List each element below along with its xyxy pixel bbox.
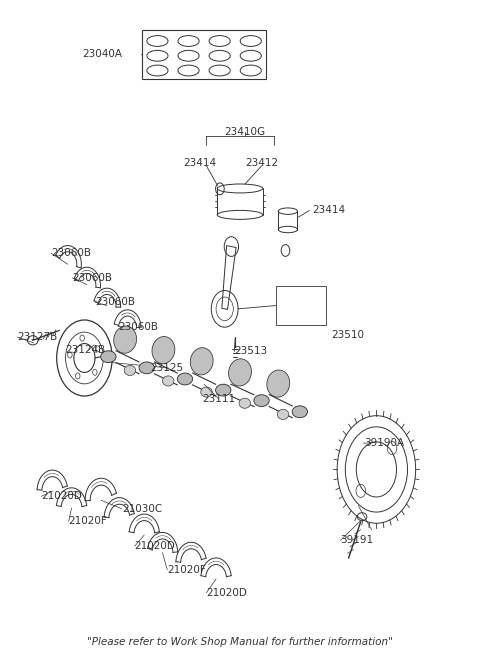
Ellipse shape [114, 326, 137, 353]
Text: 23060B: 23060B [96, 297, 135, 307]
Text: 23412: 23412 [245, 158, 278, 168]
Text: 23124B: 23124B [65, 345, 106, 355]
Ellipse shape [139, 362, 155, 374]
Text: 21030C: 21030C [122, 504, 162, 514]
Ellipse shape [254, 395, 269, 407]
Text: 23111: 23111 [202, 394, 235, 403]
Bar [276, 286, 326, 325]
Text: 23410G: 23410G [224, 127, 265, 137]
Text: 23060B: 23060B [51, 248, 91, 258]
Text: 23513: 23513 [234, 346, 267, 357]
Text: 21020D: 21020D [135, 541, 176, 551]
Text: 23510: 23510 [331, 330, 364, 340]
Ellipse shape [124, 365, 136, 376]
Ellipse shape [277, 409, 289, 419]
Text: 23060B: 23060B [118, 321, 158, 332]
Ellipse shape [228, 359, 252, 386]
Text: 23127B: 23127B [17, 332, 58, 342]
Ellipse shape [101, 351, 116, 363]
Bar [142, 30, 266, 79]
Text: 39190A: 39190A [364, 438, 405, 448]
Text: 23414: 23414 [312, 206, 345, 215]
Ellipse shape [267, 370, 290, 397]
Ellipse shape [292, 406, 308, 418]
Text: 21020D: 21020D [41, 491, 82, 501]
Ellipse shape [190, 348, 213, 375]
Text: 21020F: 21020F [69, 516, 108, 526]
Text: "Please refer to Work Shop Manual for further information": "Please refer to Work Shop Manual for fu… [87, 637, 393, 647]
Text: 23414: 23414 [183, 158, 216, 168]
Text: 23060B: 23060B [72, 273, 112, 283]
Ellipse shape [239, 398, 251, 408]
Text: 21020D: 21020D [206, 588, 247, 598]
Text: 23040A: 23040A [83, 49, 123, 59]
Ellipse shape [177, 373, 192, 385]
Ellipse shape [162, 376, 174, 386]
Ellipse shape [216, 384, 231, 396]
Text: 21020F: 21020F [167, 565, 206, 575]
Ellipse shape [201, 387, 212, 397]
Text: 39191: 39191 [340, 535, 373, 545]
Ellipse shape [152, 336, 175, 364]
Text: 23125: 23125 [151, 363, 184, 373]
